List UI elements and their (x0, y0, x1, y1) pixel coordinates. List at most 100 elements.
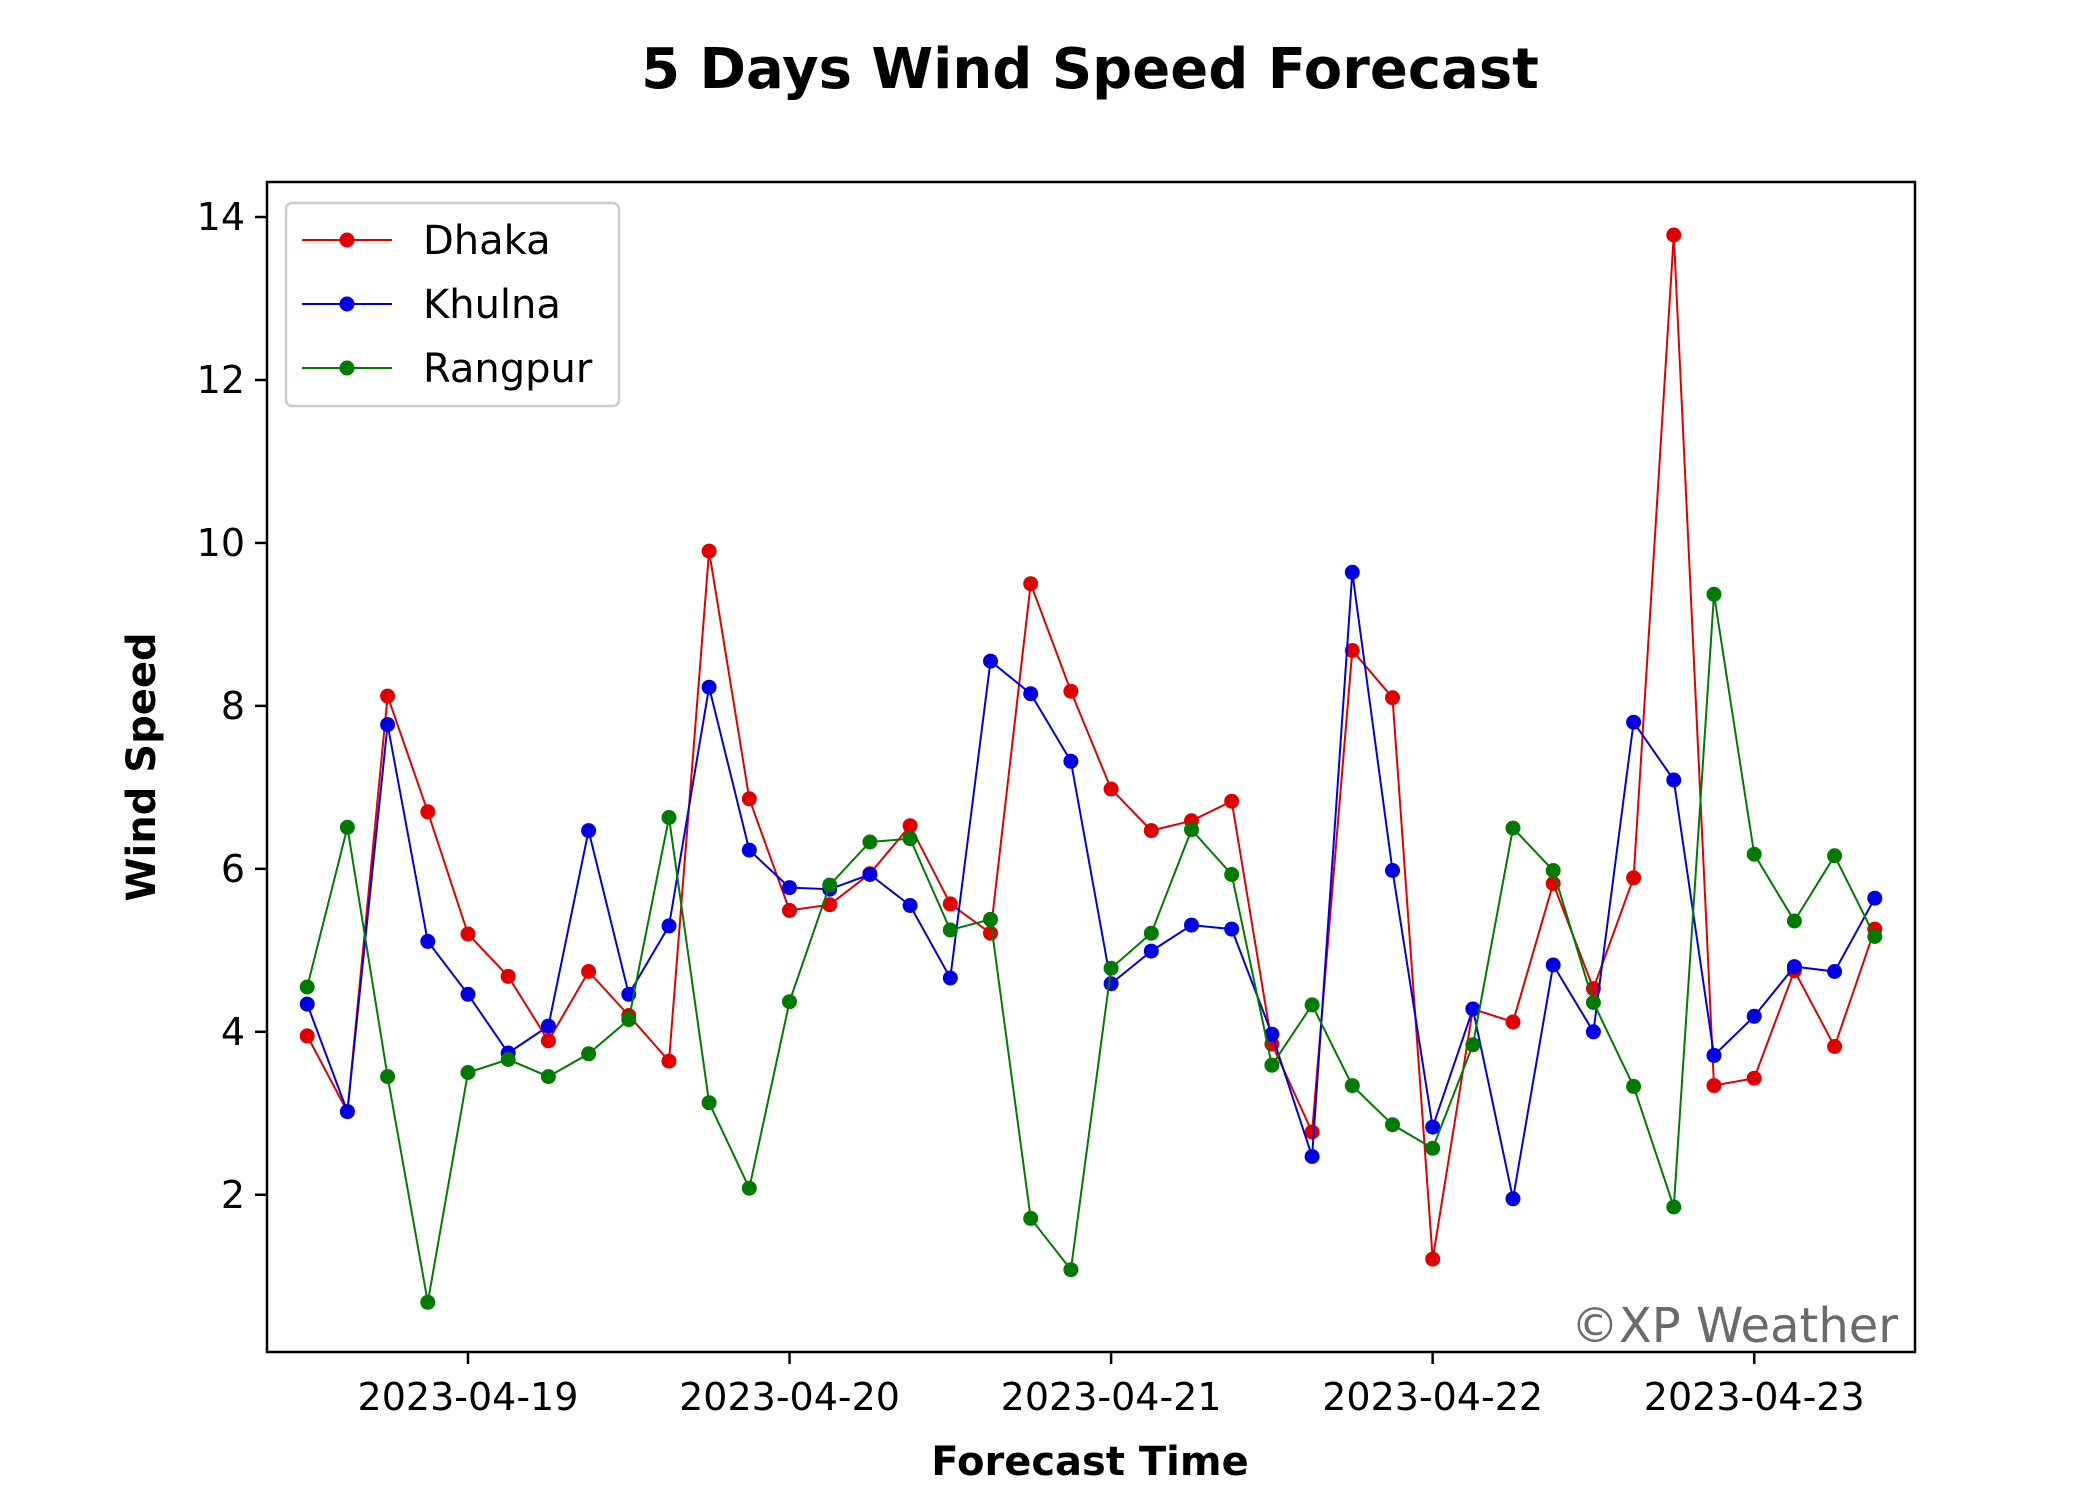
data-point-khulna (942, 970, 958, 986)
data-point-khulna (1023, 686, 1039, 702)
data-point-rangpur (420, 1294, 436, 1310)
data-point-rangpur (1746, 846, 1762, 862)
data-point-rangpur (540, 1069, 556, 1085)
data-point-dhaka (380, 688, 396, 704)
data-point-khulna (661, 918, 677, 934)
data-point-rangpur (701, 1095, 717, 1111)
data-point-rangpur (1304, 997, 1320, 1013)
data-point-rangpur (460, 1065, 476, 1080)
data-point-dhaka (1706, 1078, 1722, 1094)
data-point-dhaka (1103, 781, 1119, 797)
data-point-khulna (1304, 1149, 1320, 1164)
data-point-khulna (581, 823, 597, 839)
data-point-dhaka (460, 926, 476, 942)
data-point-khulna (741, 842, 757, 858)
x-tick-label: 2023-04-19 (358, 1375, 579, 1419)
x-tick-label: 2023-04-23 (1644, 1375, 1865, 1419)
data-point-rangpur (581, 1046, 597, 1062)
data-point-dhaka (299, 1028, 315, 1044)
legend-label-rangpur: Rangpur (423, 346, 593, 392)
x-tick-label: 2023-04-20 (679, 1375, 900, 1419)
y-tick-label: 2 (221, 1173, 245, 1217)
series-line-khulna (306, 572, 1876, 1200)
data-point-rangpur (1585, 995, 1601, 1010)
data-point-rangpur (1385, 1117, 1400, 1133)
data-point-rangpur (621, 1012, 637, 1028)
legend-box (284, 201, 621, 408)
data-point-khulna (1425, 1119, 1441, 1135)
data-point-khulna (1264, 1026, 1280, 1042)
data-point-dhaka (1505, 1014, 1521, 1030)
data-point-dhaka (1425, 1251, 1441, 1267)
data-point-dhaka (1023, 576, 1039, 592)
data-point-khulna (380, 717, 396, 733)
data-point-dhaka (1344, 643, 1360, 658)
data-point-khulna (540, 1018, 556, 1034)
watermark: ©XP Weather (1571, 1298, 1898, 1354)
data-point-dhaka (1626, 870, 1642, 886)
data-point-rangpur (1505, 820, 1521, 836)
data-point-rangpur (1143, 925, 1159, 941)
data-point-rangpur (380, 1069, 396, 1085)
data-point-khulna (1585, 1024, 1601, 1040)
data-point-dhaka (1224, 793, 1240, 809)
y-tick-label: 10 (197, 521, 245, 565)
y-tick-label: 6 (221, 847, 245, 891)
data-point-dhaka (1385, 690, 1400, 706)
y-axis-label: Wind Speed (119, 632, 165, 901)
data-point-rangpur (500, 1052, 516, 1067)
data-point-khulna (339, 1104, 355, 1120)
legend-swatch-marker-khulna (339, 296, 355, 312)
data-point-khulna (1867, 890, 1883, 906)
data-point-rangpur (1545, 863, 1561, 878)
plot-area-frame (265, 180, 1917, 1354)
y-tick-label: 4 (221, 1010, 245, 1054)
data-point-dhaka (540, 1033, 556, 1049)
y-axis: 2 4 6 8 10 12 14 (197, 195, 267, 1217)
data-point-khulna (1786, 959, 1802, 975)
series-rangpur (299, 586, 1883, 1310)
data-point-rangpur (339, 819, 355, 835)
data-point-rangpur (1344, 1078, 1360, 1094)
legend-label-dhaka: Dhaka (423, 218, 551, 264)
data-point-khulna (1465, 1001, 1481, 1017)
data-point-rangpur (1666, 1199, 1682, 1215)
data-point-khulna (1545, 957, 1561, 973)
data-point-khulna (1103, 976, 1119, 992)
data-point-dhaka (500, 968, 516, 984)
data-point-rangpur (1063, 1262, 1079, 1278)
data-point-rangpur (902, 831, 918, 847)
y-tick-label: 12 (197, 358, 245, 402)
data-point-rangpur (1224, 867, 1240, 882)
data-point-khulna (983, 653, 998, 669)
data-point-rangpur (942, 922, 958, 938)
data-point-rangpur (983, 911, 998, 927)
data-point-dhaka (661, 1053, 677, 1069)
data-point-khulna (1827, 964, 1843, 979)
data-point-rangpur (1103, 960, 1119, 976)
data-point-dhaka (1143, 823, 1159, 839)
x-tick-label: 2023-04-22 (1322, 1375, 1543, 1419)
data-point-dhaka (741, 791, 757, 807)
data-point-rangpur (1867, 929, 1883, 944)
data-point-khulna (701, 679, 717, 695)
chart-title: 5 Days Wind Speed Forecast (641, 37, 1539, 102)
data-point-khulna (1063, 753, 1079, 769)
data-point-khulna (1385, 863, 1400, 878)
data-point-khulna (862, 867, 878, 882)
data-point-dhaka (701, 543, 717, 559)
data-point-rangpur (661, 810, 677, 825)
data-point-rangpur (782, 994, 797, 1010)
data-point-khulna (299, 996, 315, 1012)
data-point-dhaka (1746, 1070, 1762, 1086)
data-point-rangpur (1023, 1210, 1039, 1226)
data-point-dhaka (1063, 683, 1079, 699)
data-point-dhaka (942, 896, 958, 912)
x-tick-label: 2023-04-21 (1001, 1375, 1222, 1419)
data-point-khulna (782, 880, 797, 896)
x-axis: 2023-04-19 2023-04-20 2023-04-21 2023-04-22… (358, 1352, 1865, 1419)
data-point-dhaka (902, 818, 918, 834)
data-point-khulna (902, 898, 918, 913)
data-point-rangpur (1786, 913, 1802, 929)
data-point-khulna (1666, 772, 1682, 788)
